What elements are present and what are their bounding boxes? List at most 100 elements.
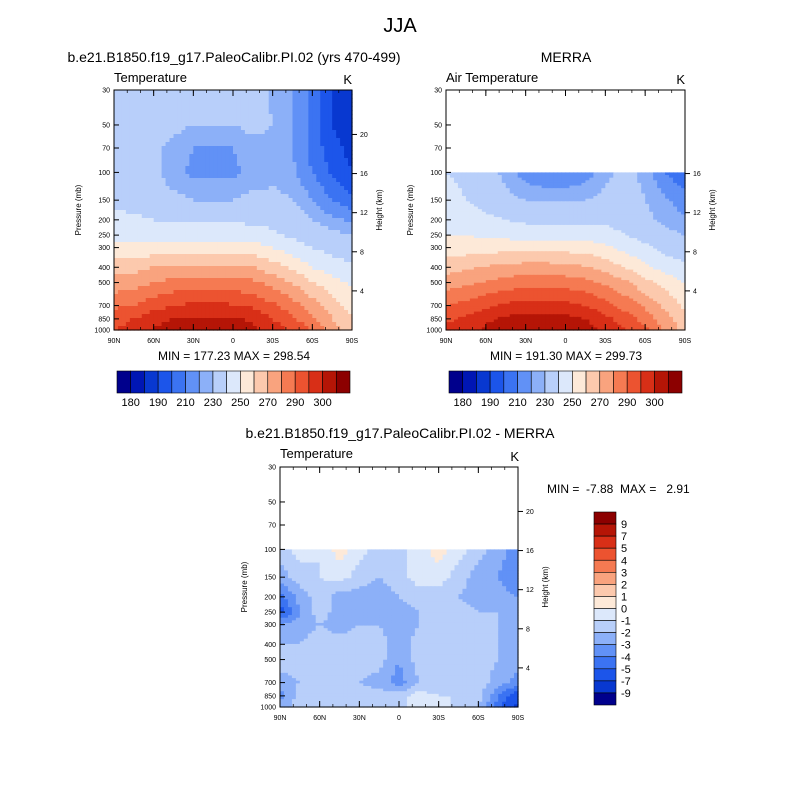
contour-cell	[340, 178, 345, 183]
contour-cell	[292, 122, 298, 127]
contour-cell	[304, 282, 309, 287]
contour-cell	[129, 106, 135, 111]
contour-cell	[625, 196, 630, 200]
contour-cell	[117, 138, 123, 143]
contour-cell	[585, 224, 590, 229]
contour-cell	[240, 270, 246, 275]
contour-cell	[328, 222, 333, 227]
contour-cell	[348, 138, 353, 143]
contour-cell	[233, 146, 238, 151]
contour-cell	[549, 185, 555, 189]
contour-cell	[157, 258, 163, 263]
contour-cell	[673, 209, 678, 213]
contour-cell	[509, 180, 515, 184]
contour-cell	[661, 182, 666, 187]
contour-cell	[236, 294, 242, 299]
contour-cell	[609, 190, 614, 195]
contour-cell	[288, 166, 294, 171]
contour-cell	[133, 270, 139, 275]
contour-cell	[240, 302, 246, 307]
contour-cell	[677, 188, 682, 192]
contour-cell	[521, 198, 527, 202]
contour-cell	[137, 146, 143, 151]
contour-cell	[173, 166, 179, 171]
contour-cell	[276, 110, 282, 115]
contour-cell	[336, 162, 341, 167]
contour-cell	[284, 126, 290, 131]
contour-cell	[629, 217, 634, 221]
contour-cell	[609, 172, 614, 176]
contour-cell	[485, 175, 491, 179]
contour-cell	[252, 274, 258, 279]
contour-cell	[177, 262, 183, 267]
contour-cell	[336, 94, 341, 99]
contour-cell	[304, 186, 309, 191]
contour-cell	[300, 102, 305, 107]
contour-cell	[300, 286, 305, 291]
contour-cell	[308, 310, 313, 315]
contour-cell	[477, 182, 483, 187]
contour-cell	[201, 238, 206, 243]
contour-cell	[621, 180, 626, 184]
contour-cell	[260, 322, 266, 327]
contour-cell	[669, 180, 674, 184]
contour-cell	[446, 182, 451, 187]
contour-cell	[260, 238, 266, 243]
contour-cell	[549, 209, 555, 213]
contour-cell	[209, 214, 214, 219]
contour-cell	[328, 278, 333, 283]
contour-cell	[181, 90, 186, 95]
contour-cell	[268, 162, 274, 167]
contour-cell	[501, 206, 507, 210]
contour-cell	[300, 314, 305, 319]
contour-cell	[121, 194, 127, 199]
contour-cell	[565, 196, 571, 200]
contour-cell	[205, 102, 210, 107]
contour-cell	[276, 290, 282, 295]
contour-cell	[677, 203, 682, 208]
contour-cell	[284, 234, 290, 239]
contour-cell	[169, 322, 175, 327]
contour-cell	[521, 219, 527, 223]
contour-cell	[529, 182, 535, 187]
contour-cell	[213, 230, 218, 235]
contour-cell	[129, 114, 135, 119]
contour-cell	[177, 138, 183, 143]
contour-cell	[288, 238, 294, 243]
contour-cell	[665, 217, 670, 221]
contour-cell	[312, 138, 317, 143]
contour-cell	[529, 190, 535, 195]
contour-cell	[280, 302, 286, 307]
contour-cell	[312, 302, 317, 307]
contour-cell	[114, 182, 119, 187]
contour-cell	[653, 214, 658, 218]
contour-cell	[328, 198, 333, 203]
contour-cell	[229, 242, 234, 247]
contour-cell	[236, 186, 242, 191]
contour-cell	[129, 174, 135, 179]
contour-cell	[197, 294, 202, 299]
contour-cell	[493, 175, 499, 179]
contour-cell	[213, 314, 218, 319]
contour-cell	[485, 217, 491, 221]
contour-cell	[201, 102, 206, 107]
contour-cell	[288, 226, 294, 231]
contour-cell	[513, 203, 519, 208]
contour-cell	[573, 217, 579, 221]
contour-cell	[681, 211, 686, 216]
contour-cell	[236, 142, 242, 147]
contour-cell	[537, 182, 543, 187]
contour-cell	[236, 102, 242, 107]
colorbar-swatch	[198, 370, 214, 394]
contour-cell	[137, 166, 143, 171]
contour-cell	[149, 130, 155, 135]
contour-cell	[129, 326, 135, 331]
contour-cell	[272, 246, 278, 251]
contour-cell	[477, 201, 483, 205]
contour-cell	[292, 178, 298, 183]
contour-cell	[264, 170, 270, 175]
contour-cell	[485, 219, 491, 223]
contour-cell	[316, 314, 321, 319]
contour-cell	[244, 306, 250, 311]
contour-cell	[129, 318, 135, 323]
